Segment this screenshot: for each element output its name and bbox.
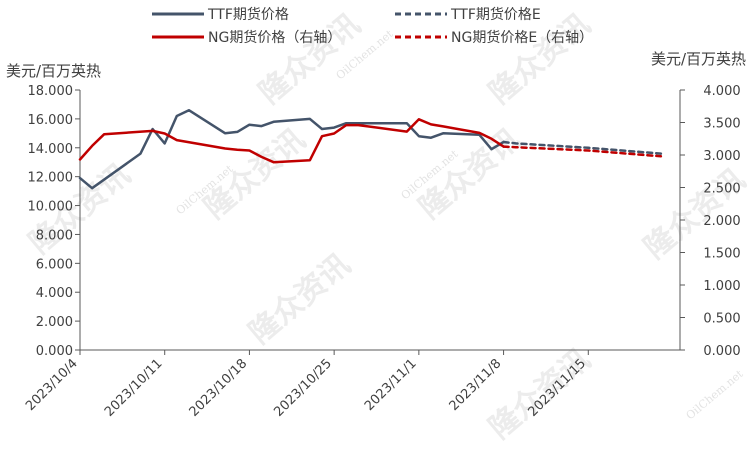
left-y-tick-label: 0.000 — [36, 344, 73, 359]
left-y-tick-label: 16.000 — [28, 113, 74, 128]
left-y-tick-label: 10.000 — [28, 200, 74, 215]
right-axis-unit-label: 美元/百万英热 — [651, 50, 746, 68]
series-layer — [78, 108, 663, 190]
legend-label-ttf-e: TTF期货价格E — [450, 6, 541, 23]
watermark-small-text: OilChem.net — [684, 367, 746, 422]
x-tick-label: 2023/11/1 — [362, 356, 420, 414]
left-axis-unit-label: 美元/百万英热 — [6, 62, 101, 80]
right-y-tick-label: 1.500 — [703, 247, 740, 262]
right-y-tick-label: 2.500 — [703, 182, 740, 197]
left-y-tick-label: 14.000 — [28, 142, 74, 157]
right-y-tick-label: 3.000 — [703, 149, 740, 164]
left-y-tick-label: 6.000 — [36, 257, 73, 272]
x-tick-label: 2023/11/8 — [447, 356, 505, 414]
x-tick-label: 2023/10/11 — [102, 356, 166, 420]
right-y-tick-label: 3.500 — [703, 117, 740, 132]
left-y-tick-label: 12.000 — [28, 171, 74, 186]
x-tick-label: 2023/10/25 — [271, 356, 335, 420]
legend-label-ttf: TTF期货价格 — [207, 6, 289, 23]
right-y-tick-label: 0.500 — [703, 312, 740, 327]
watermark-text: 隆众资讯 — [243, 247, 357, 351]
x-tick-label: 2023/10/18 — [187, 356, 251, 420]
axes-layer: 0.000 2.000 4.000 6.000 8.000 10.000 12.000 14.… — [23, 84, 741, 420]
right-y-tick-label: 0.000 — [703, 344, 740, 359]
left-y-tick-label: 18.000 — [28, 84, 74, 99]
right-y-tick-label: 1.000 — [703, 279, 740, 294]
left-y-tick-label: 8.000 — [36, 228, 73, 243]
series-line-1 — [502, 140, 663, 155]
series-line-0 — [78, 108, 505, 190]
right-y-tick-label: 2.000 — [703, 214, 740, 229]
series-line-2 — [78, 118, 505, 164]
left-y-tick-label: 4.000 — [36, 286, 73, 301]
legend-label-ng: NG期货价格（右轴） — [208, 29, 341, 46]
left-y-tick-label: 2.000 — [36, 315, 73, 330]
legend-label-ng-e: NG期货价格E（右轴） — [451, 29, 593, 46]
x-tick-label: 2023/10/4 — [23, 356, 81, 414]
right-y-tick-label: 4.000 — [703, 84, 740, 99]
series-line-3 — [502, 145, 663, 158]
legend: TTF期货价格 TTF期货价格E NG期货价格（右轴） NG期货价格E（右轴） — [152, 6, 593, 46]
